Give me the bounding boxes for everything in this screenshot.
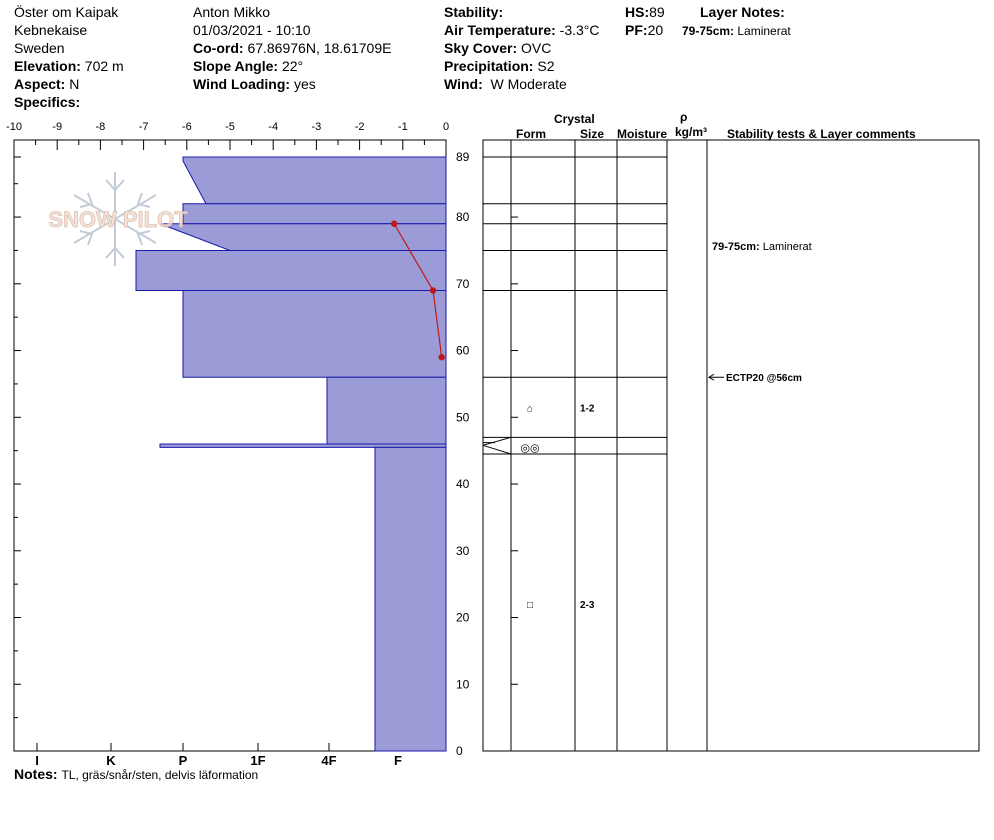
height-tick-label: 80 [456, 210, 470, 224]
layer-note: 79-75cm: Laminerat [682, 24, 791, 38]
temp-tick-label: -6 [182, 121, 192, 133]
observer: Anton Mikko [193, 4, 271, 20]
weak-layer-marker [482, 444, 512, 455]
stability-test-label: ECTP20 @56cm [726, 373, 802, 384]
country: Sweden [14, 40, 65, 56]
crystal-size: 1-2 [580, 403, 595, 414]
precipitation: Precipitation: S2 [444, 58, 555, 74]
sky-cover: Sky Cover: OVC [444, 40, 552, 56]
crystal-form-symbol: ◎◎ [520, 442, 539, 454]
layer-comment: 79-75cm: Laminerat [712, 241, 812, 253]
hardness-layer [159, 223, 447, 251]
temp-tick-label: -3 [312, 121, 322, 133]
height-tick-label: 10 [456, 677, 470, 691]
hardness-layer [374, 446, 447, 752]
arrow-head-icon [708, 373, 715, 381]
temp-tick-label: 0 [443, 121, 449, 133]
slope-angle: Slope Angle: 22° [193, 58, 304, 74]
region: Kebnekaise [14, 22, 88, 38]
notes: Notes: TL, gräs/snår/sten, delvis läform… [14, 766, 259, 782]
penetration-foot: PF:20 [625, 22, 664, 38]
elevation: Elevation: 702 m [14, 58, 124, 74]
hardness-layer [326, 376, 447, 445]
snow-height: HS:89 [625, 4, 665, 20]
temp-tick-label: -2 [355, 121, 365, 133]
temp-tick-label: -7 [139, 121, 149, 133]
air-temperature: Air Temperature: -3.3°C [444, 22, 600, 38]
height-tick-label: 50 [456, 410, 470, 424]
form-header: Form [516, 127, 546, 141]
specifics: Specifics: [14, 94, 81, 110]
temperature-point [438, 354, 445, 361]
layer-notes-title: Layer Notes: [700, 4, 785, 20]
crystal-form-symbol: ⌂ [527, 403, 533, 414]
moisture-header: Moisture [617, 127, 668, 141]
hardness-layer [182, 289, 447, 378]
datetime: 01/03/2021 - 10:10 [193, 22, 311, 38]
layer-table-frame [482, 139, 980, 752]
hardness-tick-label: 1F [250, 753, 265, 766]
height-tick-label: 40 [456, 477, 470, 491]
height-tick-label: 20 [456, 611, 470, 625]
temp-tick-label: -5 [225, 121, 235, 133]
logo-text: SNOW PILOT [48, 207, 188, 232]
temp-tick-label: -1 [398, 121, 408, 133]
rho-header: ρ [680, 110, 688, 124]
hardness-tick-label: I [35, 753, 39, 766]
temperature-point [429, 287, 437, 294]
height-tick-label: 30 [456, 544, 470, 558]
hardness-layer [182, 156, 447, 205]
crystal-form-symbol: □ [527, 600, 533, 611]
density-unit-header: kg/m³ [675, 125, 708, 139]
crystal-size: 2-3 [580, 600, 595, 611]
temp-tick-label: -8 [96, 121, 106, 133]
snowpilot-logo: SNOW PILOT [48, 172, 189, 266]
comments-header: Stability tests & Layer comments [727, 127, 916, 141]
temp-tick-label: -4 [268, 121, 278, 133]
hardness-layer [159, 443, 447, 448]
temp-tick-label: -10 [6, 121, 22, 133]
stability: Stability: [444, 4, 504, 20]
crystal-header: Crystal [554, 112, 595, 126]
wind-loading: Wind Loading: yes [193, 76, 316, 92]
height-tick-label: 0 [456, 744, 463, 758]
hardness-layer [182, 203, 447, 225]
height-tick-label: 70 [456, 277, 470, 291]
hardness-tick-label: F [394, 753, 402, 766]
snow-profile-graph: -10 -9 -8 -7 -6 -5 -4 -3 -2 -1 0010203040506070808… [6, 121, 980, 766]
temp-tick-label: -9 [52, 121, 62, 133]
aspect: Aspect: N [14, 76, 80, 92]
hardness-tick-label: 4F [321, 753, 336, 766]
hardness-layer [135, 249, 447, 291]
coordinates: Co-ord: 67.86976N, 18.61709E [193, 40, 392, 56]
height-tick-label: 89 [456, 150, 470, 164]
weak-layer-marker [482, 436, 512, 446]
location: Öster om Kaipak [14, 4, 119, 20]
temperature-point [390, 220, 398, 227]
height-tick-label: 60 [456, 344, 470, 358]
snowflake-icon [73, 172, 157, 266]
wind: Wind: W Moderate [444, 76, 567, 92]
hardness-tick-label: K [106, 753, 116, 766]
hardness-tick-label: P [179, 753, 188, 766]
size-header: Size [580, 127, 605, 141]
